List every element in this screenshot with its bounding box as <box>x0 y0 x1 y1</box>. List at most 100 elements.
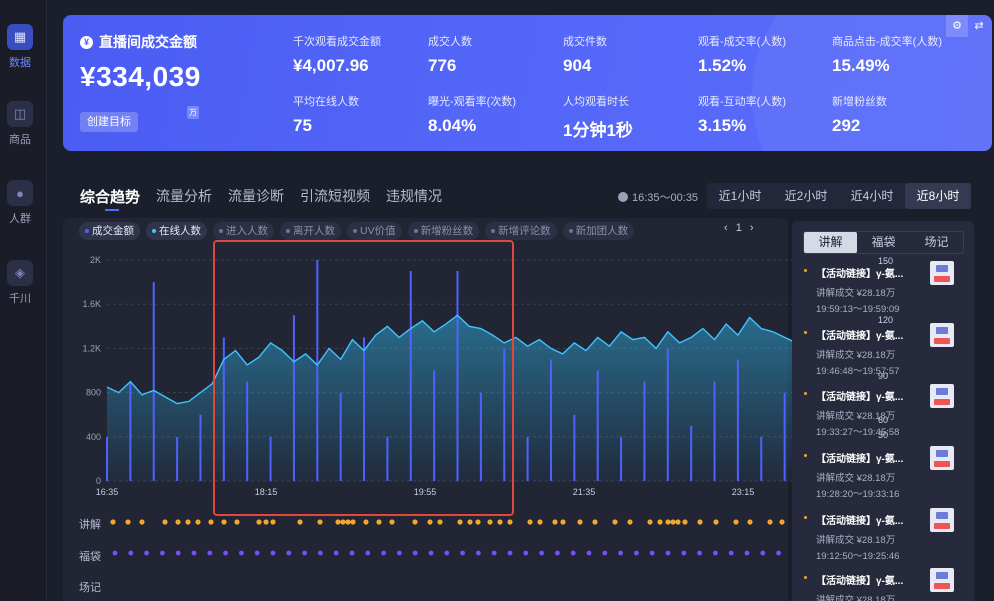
y-tick-label: 400 <box>86 432 101 442</box>
chip-leave[interactable]: 离开人数 <box>280 222 341 240</box>
gift-dot <box>254 550 260 556</box>
create-goal-button[interactable]: 创建目标 <box>80 112 138 132</box>
explain-dot <box>560 519 566 525</box>
range-1h[interactable]: 近1小时 <box>718 189 762 203</box>
metric-exposure-view: 曝光-观看率(次数) 8.04% <box>428 93 516 136</box>
chip-revenue[interactable]: 成交金额 <box>79 222 140 240</box>
explain-dot <box>487 519 493 525</box>
explain-item[interactable]: 【活动链接】γ-氨... 讲解成交 ¥28.18万 19:12:50～19:25… <box>816 508 966 562</box>
explain-item-title: 【活动链接】γ-氨... <box>816 516 904 527</box>
y-tick-label: 800 <box>86 388 101 398</box>
section-tabs: 综合趋势 流量分析 流量诊断 引流短视频 违规情况 <box>80 186 442 207</box>
metric-items: 成交件数 904 <box>563 33 607 76</box>
gift-dot <box>681 550 687 556</box>
x-tick-label: 16:35 <box>96 487 119 497</box>
tab-traffic-analysis[interactable]: 流量分析 <box>156 188 213 204</box>
explain-item[interactable]: 【活动链接】γ-氨... 讲解成交 ¥28.18万 19:28:20～19:33… <box>816 446 966 500</box>
online-line <box>106 314 809 405</box>
gift-dot <box>444 550 450 556</box>
gift-dot <box>460 550 465 556</box>
left-sidebar: ▦ 数据 ◫ 商品 ● 人群 ◈ 千川 <box>0 0 47 601</box>
gift-dot <box>381 550 386 556</box>
metric-value: 3.15% <box>698 116 747 135</box>
explain-item[interactable]: 【活动链接】γ-氨... 讲解成交 ¥28.18万 19:46:48～19:57… <box>816 323 966 377</box>
explain-item-time: 19:12:50～19:25:46 <box>816 551 900 562</box>
metric-gpm: 千次观看成交金额 ¥4,007.96 <box>293 33 381 76</box>
explain-dot <box>175 519 181 525</box>
tab-explain[interactable]: 讲解 <box>804 232 857 253</box>
highlight-box <box>213 240 514 516</box>
gift-dot <box>428 550 434 556</box>
tab-overview-trend[interactable]: 综合趋势 <box>80 189 141 206</box>
sidebar-divider <box>46 0 47 601</box>
sidebar-item-product[interactable]: ◫ 商品 <box>0 101 40 147</box>
gift-dot <box>634 550 639 556</box>
gift-dot <box>713 550 718 556</box>
explain-dot <box>657 519 663 525</box>
explain-item[interactable]: 【活动链接】γ-氨... 讲解成交 ¥28.18万 <box>816 568 966 601</box>
gift-dot <box>649 550 655 556</box>
explain-dot <box>350 519 356 525</box>
chip-enter[interactable]: 进入人数 <box>213 222 274 240</box>
explain-item-title: 【活动链接】γ-氨... <box>816 269 904 280</box>
gift-dot <box>507 550 513 556</box>
scale-label: 90 <box>878 371 889 381</box>
tab-gift[interactable]: 福袋 <box>871 235 896 249</box>
explain-item-title: 【活动链接】γ-氨... <box>816 331 904 342</box>
explain-item-sales: 讲解成交 ¥28.18万 <box>816 288 896 299</box>
active-tab-indicator <box>105 209 119 211</box>
metric-label: 人均观看时长 <box>563 96 629 108</box>
tab-record[interactable]: 场记 <box>924 235 949 249</box>
chevron-right-icon[interactable]: › <box>749 222 754 234</box>
product-icon: ◫ <box>7 101 33 127</box>
timeline-dots <box>110 519 797 556</box>
chip-uv-value[interactable]: UV价值 <box>347 222 402 240</box>
gift-dot <box>618 550 623 556</box>
chip-online[interactable]: 在线人数 <box>146 222 207 240</box>
explain-dot <box>612 519 618 525</box>
sidebar-item-data[interactable]: ▦ 数据 <box>0 24 40 70</box>
gift-dot <box>665 550 671 556</box>
explain-dot <box>256 519 262 525</box>
gift-dot <box>160 550 165 556</box>
chart-x-ticks: 16:35 18:15 19:55 21:35 23:15 <box>96 487 755 497</box>
metric-label: 平均在线人数 <box>293 96 359 108</box>
range-8h[interactable]: 近8小时 <box>905 183 971 209</box>
range-2h[interactable]: 近2小时 <box>784 189 828 203</box>
x-tick-label: 18:15 <box>255 487 278 497</box>
metric-chips: 成交金额 在线人数 进入人数 离开人数 UV价值 新增粉丝数 新增评论数 新加团… <box>79 222 635 240</box>
sidebar-item-label: 数据 <box>9 57 31 69</box>
sidebar-item-crowd[interactable]: ● 人群 <box>0 180 40 226</box>
pager-number: 1 <box>735 222 742 234</box>
chip-new-group[interactable]: 新加团人数 <box>562 222 635 240</box>
gift-dot <box>175 550 181 556</box>
tab-short-video[interactable]: 引流短视频 <box>300 188 371 204</box>
time-range-text: 16:35～00:35 <box>632 192 699 204</box>
range-4h[interactable]: 近4小时 <box>850 189 894 203</box>
chip-new-fans[interactable]: 新增粉丝数 <box>407 222 480 240</box>
timeline-marker <box>804 331 807 334</box>
metric-avg-online: 平均在线人数 75 <box>293 93 359 136</box>
explain-dot <box>497 519 503 525</box>
explain-item[interactable]: 【活动链接】γ-氨... 讲解成交 ¥28.18万 19:59:13～19:59… <box>816 261 966 315</box>
gift-dot <box>555 550 560 556</box>
explain-item[interactable]: 【活动链接】γ-氨... 讲解成交 ¥28.18万 19:33:27～19:45… <box>816 384 966 438</box>
x-tick-label: 23:15 <box>732 487 755 497</box>
explain-dot <box>376 519 382 525</box>
explain-dot <box>507 519 513 525</box>
chevron-left-icon[interactable]: ‹ <box>724 222 728 234</box>
explain-dot <box>670 519 676 525</box>
gift-dot <box>333 550 339 556</box>
product-thumbnail <box>930 508 954 532</box>
metric-value: 1分钟1秒 <box>563 121 633 140</box>
metric-value: ¥4,007.96 <box>293 56 369 75</box>
explain-dot <box>627 519 633 525</box>
tab-traffic-diagnosis[interactable]: 流量诊断 <box>228 188 285 204</box>
gift-dot <box>365 550 371 556</box>
explain-item-time: 19:46:48～19:57:57 <box>816 366 900 377</box>
gift-dot <box>586 550 592 556</box>
explain-dot <box>437 519 443 525</box>
tab-violations[interactable]: 违规情况 <box>386 188 443 204</box>
sidebar-item-qianchuan[interactable]: ◈ 千川 <box>0 260 40 306</box>
chip-new-comments[interactable]: 新增评论数 <box>485 222 557 240</box>
